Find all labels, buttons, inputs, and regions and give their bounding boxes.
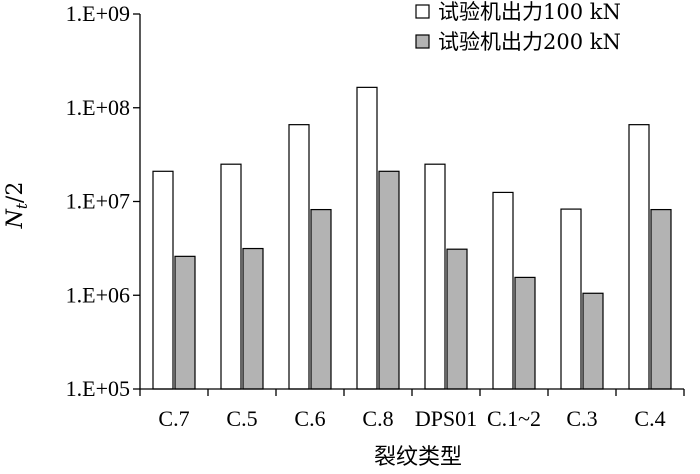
legend-label-200kn: 试验机出力200 kN — [438, 30, 621, 54]
bar-200kn — [514, 276, 536, 390]
legend: 试验机出力100 kN 试验机出力200 kN — [415, 0, 621, 54]
legend-swatch-100kn — [415, 4, 430, 19]
y-axis-title-suffix: /2 — [3, 182, 28, 203]
x-tick-label: C.3 — [566, 406, 597, 431]
y-tick-label: 1.E+06 — [66, 282, 130, 307]
x-tick-label: C.7 — [158, 406, 189, 431]
bar-200kn — [242, 247, 264, 390]
bar-200kn — [582, 292, 604, 390]
x-tick-label: C.8 — [362, 406, 393, 431]
x-axis: C.7 C.5 C.6 C.8 DPS01 C.1~2 C.3 C.4 — [139, 388, 685, 431]
bar-100kn — [424, 163, 446, 390]
y-tick-label: 1.E+08 — [66, 95, 130, 120]
legend-swatch-200kn — [415, 34, 430, 49]
bars-group — [152, 86, 672, 390]
legend-label-100kn: 试验机出力100 kN — [438, 0, 621, 24]
y-axis: 1.E+05 1.E+06 1.E+07 1.E+08 1.E+09 — [66, 1, 141, 401]
x-tick-label: C.6 — [294, 406, 325, 431]
bar-200kn — [650, 208, 672, 390]
bar-100kn — [152, 170, 174, 390]
bar-100kn — [220, 163, 242, 390]
bar-200kn — [310, 208, 332, 390]
bar-100kn — [356, 86, 378, 390]
bar-100kn — [288, 124, 310, 390]
x-tick-label: C.1~2 — [487, 406, 541, 431]
y-axis-title-sub: t — [13, 202, 31, 209]
y-tick-label: 1.E+07 — [66, 189, 130, 214]
y-tick-label: 1.E+09 — [66, 1, 130, 26]
bar-100kn — [628, 124, 650, 390]
x-tick-label: C.5 — [226, 406, 257, 431]
x-tick-label: DPS01 — [415, 406, 477, 431]
x-axis-title: 裂纹类型 — [374, 445, 462, 470]
y-tick-label: 1.E+05 — [66, 376, 130, 401]
x-tick-label: C.4 — [634, 406, 665, 431]
bar-200kn — [378, 170, 400, 390]
y-axis-title: Nt/2 — [3, 182, 31, 230]
y-axis-title-main: N — [3, 208, 28, 229]
bar-100kn — [560, 208, 582, 390]
bar-100kn — [492, 191, 514, 390]
bar-200kn — [446, 248, 468, 390]
bar-200kn — [174, 255, 196, 390]
